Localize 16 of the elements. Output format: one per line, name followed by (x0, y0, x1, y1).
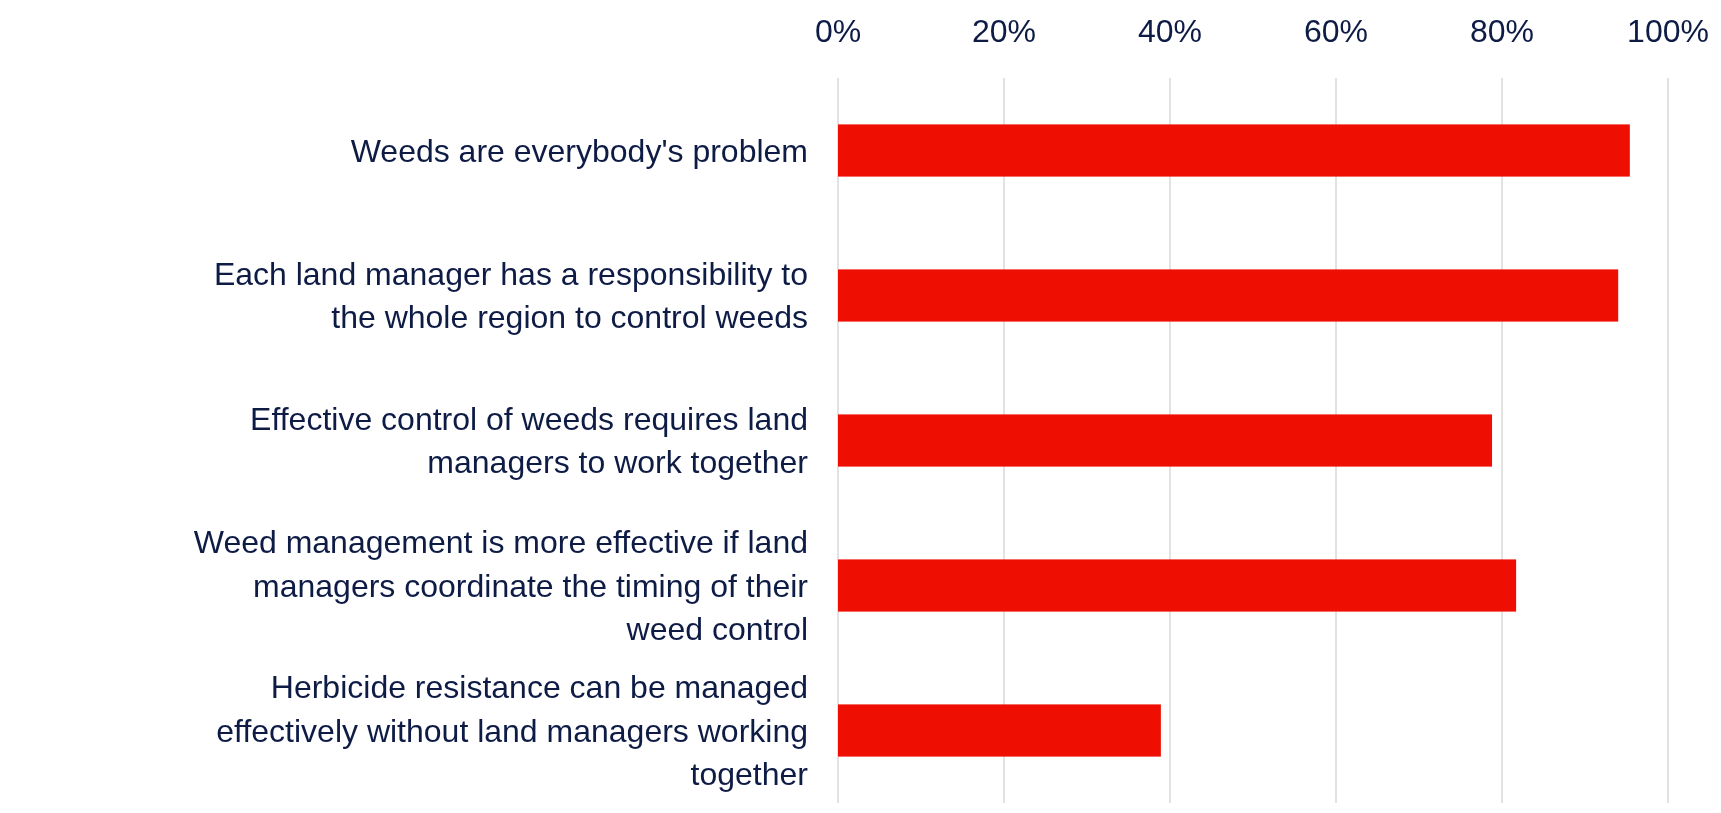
y-tick-label: Herbicide resistance can be managed effectively without land managers working together (216, 669, 809, 792)
x-tick-label: 60% (1303, 13, 1369, 49)
y-tick-label: Effective control of weeds requires land managers to work together (250, 400, 809, 481)
bar (838, 559, 1517, 612)
bar (838, 124, 1630, 177)
bar (838, 704, 1161, 757)
bar (838, 269, 1619, 322)
bar (838, 414, 1493, 467)
y-tick-label: Weed management is more effective if land managers coordinate the timing of their weed control (193, 524, 809, 647)
x-tick-label: 20% (971, 13, 1037, 49)
x-tick-label: 0% (814, 13, 862, 49)
y-tick-label: Weeds are everybody's problem (350, 132, 808, 169)
x-tick-label: 40% (1137, 13, 1203, 49)
x-tick-label: 80% (1469, 13, 1535, 49)
y-tick-label: Each land manager has a responsibility to the whole region to control weeds (213, 255, 808, 336)
x-tick-label: 100% (1627, 13, 1709, 49)
